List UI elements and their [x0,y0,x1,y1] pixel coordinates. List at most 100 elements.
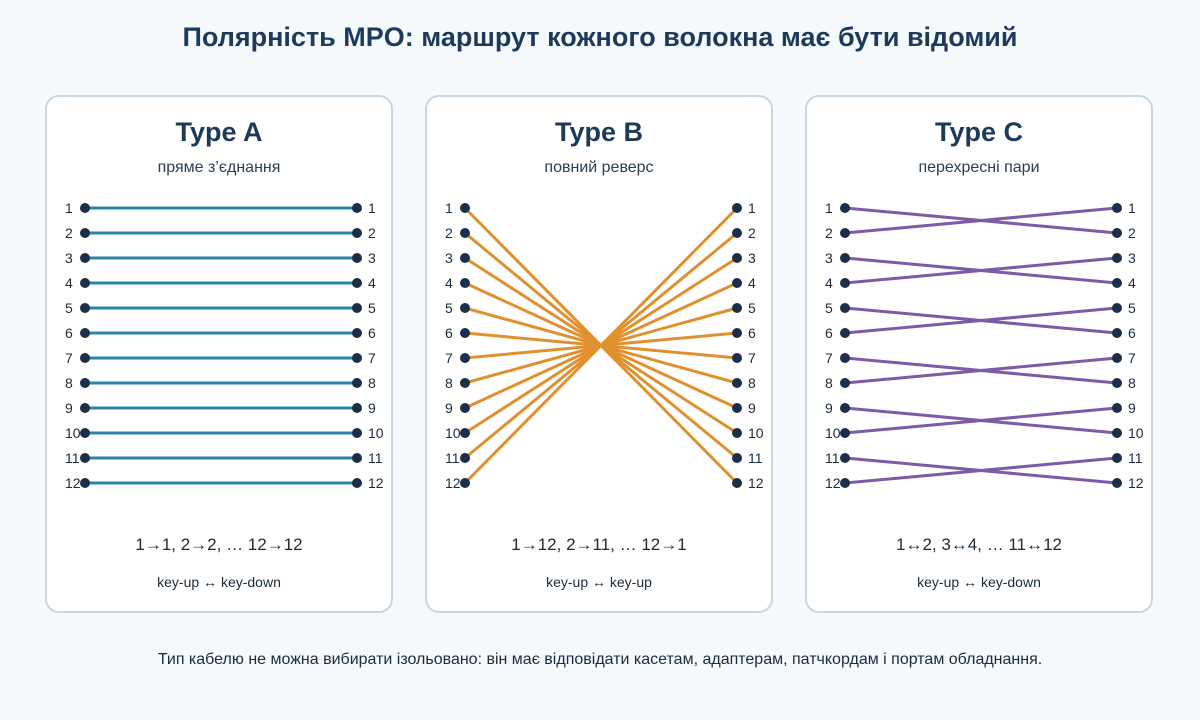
left-fiber-node [840,378,850,388]
left-fiber-label: 5 [65,300,73,316]
left-fiber-label: 2 [445,225,453,241]
mapping-summary: 1↔2, 3↔4, … 11↔12 [896,535,1062,554]
right-fiber-node [352,353,362,363]
footer-note: Тип кабелю не можна вибирати ізольовано:… [157,651,1043,668]
left-fiber-node [840,453,850,463]
right-fiber-node [1112,278,1122,288]
right-fiber-node [1112,303,1122,313]
right-fiber-label: 7 [748,350,756,366]
right-fiber-node [352,303,362,313]
right-fiber-node [732,303,742,313]
right-fiber-node [732,228,742,238]
fiber-line-6 [843,306,1119,335]
right-fiber-label: 9 [368,400,376,416]
left-fiber-node [840,303,850,313]
left-fiber-node [460,278,470,288]
right-fiber-label: 9 [1128,400,1136,416]
right-fiber-node [1112,253,1122,263]
left-fiber-label: 3 [825,250,833,266]
left-fiber-label: 12 [445,475,461,491]
left-fiber-node [840,478,850,488]
left-fiber-node [460,478,470,488]
left-fiber-node [840,228,850,238]
left-fiber-node [460,328,470,338]
left-fiber-label: 6 [445,325,453,341]
left-fiber-node [840,328,850,338]
panel-title: Type C [934,117,1023,147]
right-fiber-label: 6 [1128,325,1136,341]
left-fiber-label: 3 [65,250,73,266]
left-fiber-label: 12 [825,475,841,491]
right-fiber-node [732,478,742,488]
right-fiber-node [1112,453,1122,463]
panel-subtitle: повний реверс [544,159,654,176]
right-fiber-node [1112,203,1122,213]
keying-label: key-up ↔ key-down [157,574,281,590]
left-fiber-node [80,328,90,338]
panel-subtitle: пряме з’єднання [157,159,281,176]
right-fiber-label: 5 [1128,300,1136,316]
left-fiber-node [460,453,470,463]
right-fiber-label: 5 [368,300,376,316]
right-fiber-node [352,403,362,413]
left-fiber-label: 12 [65,475,81,491]
right-fiber-node [732,453,742,463]
left-fiber-label: 11 [445,450,460,466]
right-fiber-node [1112,353,1122,363]
right-fiber-label: 10 [748,425,764,441]
right-fiber-label: 7 [1128,350,1136,366]
left-fiber-label: 9 [825,400,833,416]
left-fiber-label: 1 [825,200,833,216]
right-fiber-label: 2 [748,225,756,241]
right-fiber-label: 4 [368,275,376,291]
left-fiber-node [460,353,470,363]
fiber-line-2 [843,206,1119,235]
fiber-line-4 [843,256,1119,285]
right-fiber-label: 6 [368,325,376,341]
right-fiber-label: 4 [748,275,756,291]
left-fiber-node [840,353,850,363]
left-fiber-label: 6 [65,325,73,341]
right-fiber-node [1112,428,1122,438]
left-fiber-node [460,378,470,388]
left-fiber-label: 10 [445,425,461,441]
right-fiber-label: 8 [748,375,756,391]
right-fiber-node [732,428,742,438]
right-fiber-label: 10 [1128,425,1144,441]
left-fiber-node [80,478,90,488]
right-fiber-label: 3 [368,250,376,266]
left-fiber-label: 1 [445,200,453,216]
left-fiber-label: 10 [825,425,841,441]
left-fiber-label: 7 [65,350,73,366]
left-fiber-label: 9 [445,400,453,416]
left-fiber-node [80,253,90,263]
panel-title: Type A [175,117,263,147]
left-fiber-node [460,228,470,238]
right-fiber-label: 8 [368,375,376,391]
left-fiber-label: 8 [825,375,833,391]
left-fiber-label: 8 [445,375,453,391]
right-fiber-label: 12 [368,475,384,491]
left-fiber-label: 9 [65,400,73,416]
right-fiber-label: 12 [1128,475,1144,491]
right-fiber-label: 9 [748,400,756,416]
right-fiber-label: 1 [368,200,376,216]
panel-subtitle: перехресні пари [918,159,1040,176]
right-fiber-node [732,278,742,288]
left-fiber-label: 5 [445,300,453,316]
left-fiber-label: 2 [825,225,833,241]
left-fiber-node [460,428,470,438]
fiber-line-12 [843,456,1119,485]
right-fiber-node [732,328,742,338]
right-fiber-label: 1 [1128,200,1136,216]
right-fiber-label: 10 [368,425,384,441]
right-fiber-node [352,428,362,438]
left-fiber-node [80,228,90,238]
fiber-line-8 [843,356,1119,385]
